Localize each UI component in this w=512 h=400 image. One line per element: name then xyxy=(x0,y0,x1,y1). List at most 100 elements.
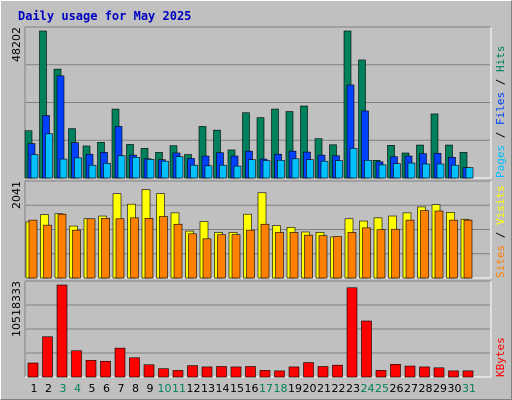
bar-pages-day-2 xyxy=(45,133,53,179)
legend-entry: Pages xyxy=(494,145,507,178)
bar-sites-day-23 xyxy=(347,232,357,279)
x-tick-label-day-14: 14 xyxy=(216,382,230,395)
bar-kbytes-day-18 xyxy=(274,370,285,378)
bar-kbytes-day-3 xyxy=(56,284,68,378)
bar-sites-day-13 xyxy=(202,238,212,279)
bar-kbytes-day-8 xyxy=(129,357,140,378)
bar-kbytes-day-7 xyxy=(114,347,126,378)
legend-entry: / xyxy=(494,125,507,145)
x-tick-label-day-31: 31 xyxy=(462,382,476,395)
max-value-label-usage: 48202 xyxy=(10,27,23,62)
bar-pages-day-16 xyxy=(248,159,256,179)
bar-sites-day-15 xyxy=(231,234,241,279)
bar-pages-day-18 xyxy=(277,160,285,179)
bar-sites-day-16 xyxy=(246,229,255,279)
bar-kbytes-day-16 xyxy=(245,366,256,378)
x-tick-label-day-22: 22 xyxy=(332,382,346,395)
bar-pages-day-13 xyxy=(204,165,213,179)
x-tick-label-day-30: 30 xyxy=(448,382,462,395)
bar-pages-day-23 xyxy=(349,148,358,179)
x-tick-label-day-6: 6 xyxy=(103,382,110,395)
x-tick-label-day-18: 18 xyxy=(274,382,288,395)
legend-visitors: Sites / Visits xyxy=(494,185,507,278)
x-tick-label-day-12: 12 xyxy=(187,382,201,395)
bar-kbytes-day-12 xyxy=(187,365,198,378)
bar-kbytes-day-4 xyxy=(71,350,82,378)
x-tick-label-day-24: 24 xyxy=(361,382,375,395)
bar-pages-day-6 xyxy=(103,163,111,179)
bar-sites-day-12 xyxy=(188,233,197,279)
bar-sites-day-6 xyxy=(101,218,110,279)
bar-sites-day-14 xyxy=(217,234,226,279)
legend-usage: Pages / Files / Hits xyxy=(494,46,507,179)
bar-kbytes-day-25 xyxy=(375,370,387,378)
bar-kbytes-day-20 xyxy=(303,362,314,378)
bar-sites-day-17 xyxy=(260,223,270,279)
legend-entry: / xyxy=(494,72,507,92)
bar-kbytes-day-14 xyxy=(216,366,227,378)
bar-kbytes-day-30 xyxy=(448,370,459,378)
bar-kbytes-day-9 xyxy=(143,364,155,378)
x-tick-label-day-5: 5 xyxy=(89,382,96,395)
max-value-label-visitors: 2041 xyxy=(10,181,23,209)
bar-pages-day-7 xyxy=(117,155,126,179)
bar-kbytes-day-22 xyxy=(332,364,343,378)
chart-title: Daily usage for May 2025 xyxy=(18,9,191,23)
bar-pages-day-20 xyxy=(306,159,314,179)
x-tick-label-day-15: 15 xyxy=(230,382,244,395)
bar-kbytes-day-2 xyxy=(42,336,53,378)
bar-pages-day-27 xyxy=(407,162,416,179)
bar-sites-day-3 xyxy=(57,213,67,279)
bar-kbytes-day-11 xyxy=(172,370,184,378)
legend-entry: Hits xyxy=(494,46,507,73)
x-tick-label-day-28: 28 xyxy=(419,382,433,395)
bar-kbytes-day-6 xyxy=(100,360,111,378)
legend-entry: Visits xyxy=(494,185,507,225)
bar-pages-day-22 xyxy=(335,160,343,179)
bar-pages-day-4 xyxy=(74,157,82,179)
legend-entry: KBytes xyxy=(494,337,507,377)
x-tick-label-day-17: 17 xyxy=(259,382,273,395)
legend-entry: Sites xyxy=(494,245,507,278)
bar-sites-day-29 xyxy=(434,210,444,279)
bar-kbytes-day-17 xyxy=(259,370,271,378)
bar-pages-day-9 xyxy=(146,159,155,179)
bar-pages-day-26 xyxy=(393,163,401,179)
bar-sites-day-20 xyxy=(304,234,313,279)
bar-sites-day-4 xyxy=(72,229,81,279)
bar-kbytes-day-15 xyxy=(230,366,242,378)
x-tick-label-day-16: 16 xyxy=(245,382,259,395)
x-tick-label-day-29: 29 xyxy=(433,382,447,395)
bar-pages-day-12 xyxy=(190,164,198,179)
bar-pages-day-29 xyxy=(436,163,445,179)
bar-sites-day-24 xyxy=(362,227,371,279)
x-tick-label-day-9: 9 xyxy=(147,382,154,395)
x-tick-label-day-21: 21 xyxy=(317,382,331,395)
max-value-label-kbytes: 10518333 xyxy=(10,281,23,337)
bar-sites-day-30 xyxy=(449,219,458,279)
x-tick-label-day-25: 25 xyxy=(375,382,389,395)
x-tick-label-day-3: 3 xyxy=(60,382,67,395)
bar-sites-day-2 xyxy=(43,224,52,279)
bar-kbytes-day-21 xyxy=(317,366,329,378)
bar-pages-day-10 xyxy=(161,160,169,179)
bar-pages-day-11 xyxy=(175,156,184,179)
bar-kbytes-day-31 xyxy=(462,370,474,378)
x-tick-label-day-13: 13 xyxy=(201,382,215,395)
bar-pages-day-19 xyxy=(291,158,300,179)
bar-kbytes-day-28 xyxy=(419,366,430,378)
bar-pages-day-24 xyxy=(364,160,372,179)
bar-pages-day-15 xyxy=(233,165,242,179)
bar-pages-day-1 xyxy=(30,154,39,179)
x-tick-label-day-2: 2 xyxy=(45,382,52,395)
bar-pages-day-28 xyxy=(422,163,430,179)
bar-sites-day-18 xyxy=(275,232,284,279)
bar-pages-day-3 xyxy=(59,158,68,179)
bar-sites-day-1 xyxy=(28,219,38,279)
bar-sites-day-11 xyxy=(173,223,183,279)
bar-kbytes-day-19 xyxy=(288,366,300,378)
bar-pages-day-21 xyxy=(320,160,329,179)
legend-entry: / xyxy=(494,225,507,245)
bar-sites-day-31 xyxy=(463,219,473,279)
bar-kbytes-day-5 xyxy=(85,360,97,378)
